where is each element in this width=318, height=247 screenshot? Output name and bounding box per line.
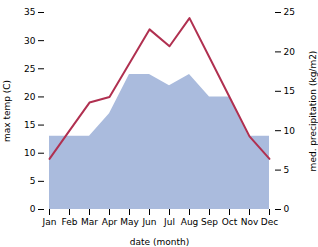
- svg-text:25: 25: [284, 7, 295, 17]
- svg-text:Feb: Feb: [62, 217, 78, 227]
- svg-text:Apr: Apr: [102, 217, 118, 227]
- svg-text:5: 5: [30, 176, 36, 186]
- svg-text:20: 20: [284, 47, 296, 57]
- svg-text:Sep: Sep: [201, 217, 218, 227]
- svg-text:max temp (C): max temp (C): [2, 80, 12, 142]
- svg-text:20: 20: [24, 92, 36, 102]
- svg-text:0: 0: [30, 204, 36, 214]
- svg-text:Jan: Jan: [42, 217, 57, 227]
- svg-text:Jul: Jul: [163, 217, 175, 227]
- svg-text:May: May: [120, 217, 139, 227]
- svg-text:15: 15: [24, 120, 35, 130]
- svg-text:med. precipitation (kg/m2): med. precipitation (kg/m2): [308, 51, 318, 172]
- svg-text:Oct: Oct: [222, 217, 238, 227]
- svg-text:0: 0: [284, 204, 290, 214]
- svg-text:5: 5: [284, 165, 290, 175]
- svg-text:Aug: Aug: [181, 217, 199, 227]
- svg-text:15: 15: [284, 86, 295, 96]
- svg-text:Nov: Nov: [241, 217, 259, 227]
- svg-text:35: 35: [24, 7, 35, 17]
- svg-text:10: 10: [284, 126, 296, 136]
- svg-text:30: 30: [24, 36, 36, 46]
- svg-text:date (month): date (month): [130, 237, 189, 247]
- svg-text:Jun: Jun: [141, 217, 156, 227]
- svg-text:25: 25: [24, 64, 35, 74]
- svg-text:Mar: Mar: [81, 217, 98, 227]
- svg-text:10: 10: [24, 148, 36, 158]
- svg-text:Dec: Dec: [261, 217, 278, 227]
